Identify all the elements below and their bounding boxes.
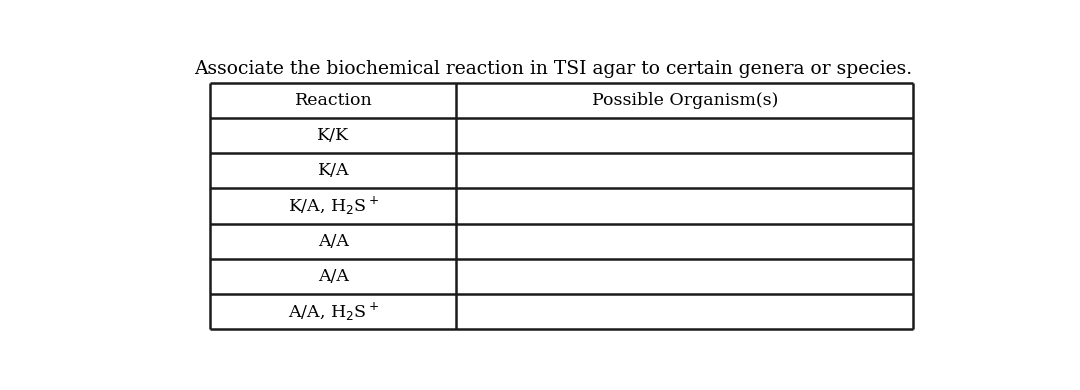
Text: A/A: A/A — [318, 268, 349, 285]
Text: K/A, H$_2$S$^+$: K/A, H$_2$S$^+$ — [287, 195, 379, 217]
Text: A/A: A/A — [318, 233, 349, 250]
Text: Reaction: Reaction — [295, 92, 373, 109]
Text: A/A, H$_2$S$^+$: A/A, H$_2$S$^+$ — [288, 300, 379, 323]
Text: Associate the biochemical reaction in TSI agar to certain genera or species.: Associate the biochemical reaction in TS… — [194, 60, 913, 78]
Text: K/K: K/K — [318, 127, 350, 144]
Text: Possible Organism(s): Possible Organism(s) — [592, 92, 778, 109]
Text: K/A: K/A — [318, 162, 349, 179]
